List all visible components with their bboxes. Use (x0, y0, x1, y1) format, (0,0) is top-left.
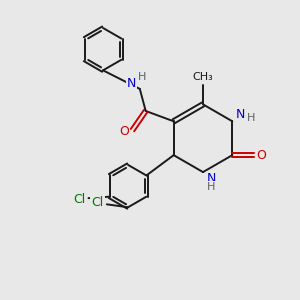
Text: N: N (207, 172, 216, 185)
Text: N: N (236, 108, 245, 121)
Text: Cl: Cl (91, 196, 104, 209)
Text: N: N (127, 77, 136, 90)
Text: O: O (256, 149, 266, 162)
Text: O: O (119, 125, 129, 138)
Text: Cl: Cl (73, 193, 85, 206)
Text: CH₃: CH₃ (193, 72, 213, 82)
Text: H: H (207, 182, 215, 192)
Text: H: H (246, 113, 255, 123)
Text: H: H (138, 71, 146, 82)
